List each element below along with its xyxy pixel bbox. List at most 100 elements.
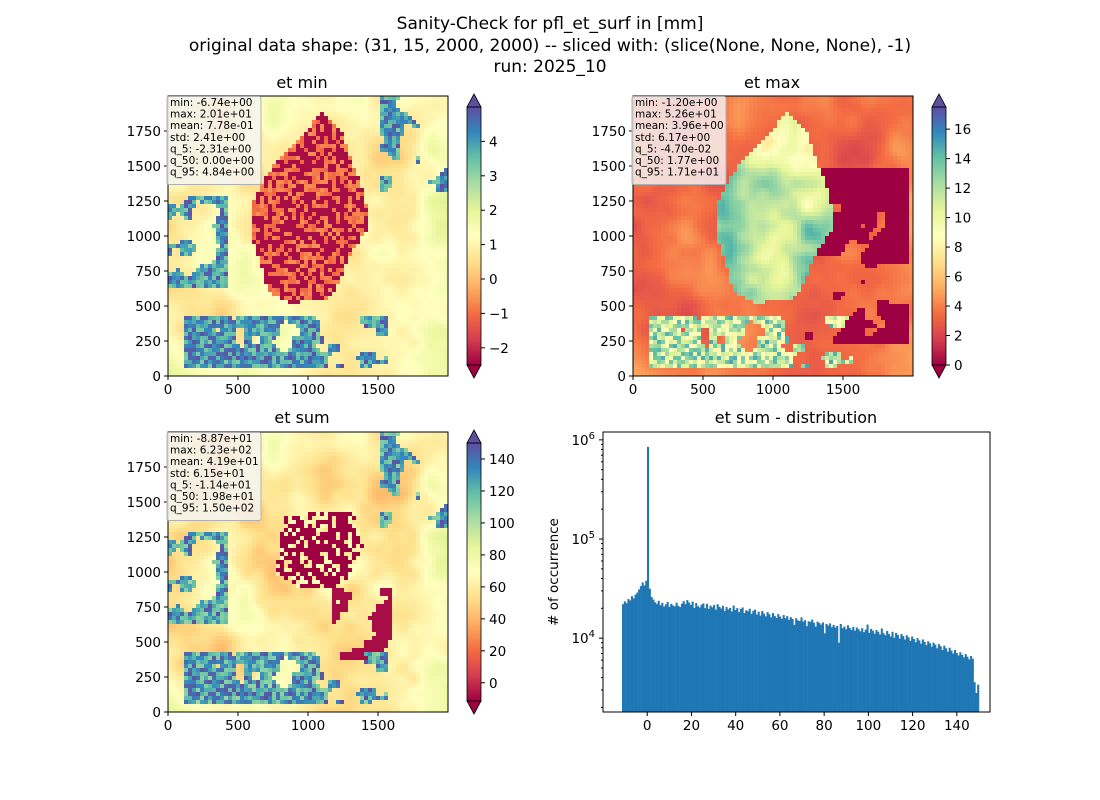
- heatmap-cell: [344, 224, 349, 229]
- heatmap-cell: [348, 336, 353, 341]
- heatmap-cell: [340, 328, 345, 333]
- heatmap-cell: [392, 132, 397, 137]
- heatmap-cell: [304, 228, 309, 233]
- heatmap-cell: [308, 340, 313, 345]
- heatmap-cell: [252, 244, 257, 249]
- heatmap-cell: [420, 184, 425, 189]
- heatmap-cell: [432, 204, 437, 209]
- heatmap-cell: [356, 192, 361, 197]
- heatmap-cell: [224, 324, 229, 329]
- heatmap-cell: [232, 212, 237, 217]
- heatmap-cell: [200, 240, 205, 245]
- heatmap-cell: [392, 200, 397, 205]
- heatmap-cell: [368, 292, 373, 297]
- heatmap-cell: [432, 212, 437, 217]
- heatmap-cell: [188, 236, 193, 241]
- heatmap-cell: [436, 192, 441, 197]
- heatmap-cell: [228, 244, 233, 249]
- heatmap-cell: [312, 144, 317, 149]
- heatmap-cell: [388, 344, 393, 349]
- heatmap-cell: [368, 284, 373, 289]
- heatmap-cell: [436, 304, 441, 309]
- heatmap-cell: [328, 224, 333, 229]
- heatmap-cell: [204, 328, 209, 333]
- heatmap-cell: [208, 188, 213, 193]
- heatmap-cell: [172, 316, 177, 321]
- heatmap-cell: [376, 344, 381, 349]
- heatmap-cell: [304, 180, 309, 185]
- heatmap-cell: [324, 336, 329, 341]
- heatmap-cell: [272, 140, 277, 145]
- heatmap-cell: [276, 320, 281, 325]
- heatmap-cell: [336, 216, 341, 221]
- heatmap-cell: [300, 332, 305, 337]
- heatmap-cell: [432, 224, 437, 229]
- heatmap-cell: [372, 344, 377, 349]
- heatmap-cell: [380, 264, 385, 269]
- heatmap-cell: [324, 152, 329, 157]
- heatmap-cell: [356, 284, 361, 289]
- heatmap-cell: [360, 284, 365, 289]
- heatmap-cell: [372, 120, 377, 125]
- heatmap-cell: [420, 348, 425, 353]
- heatmap-cell: [308, 124, 313, 129]
- heatmap-cell: [224, 204, 229, 209]
- heatmap-cell: [256, 184, 261, 189]
- heatmap-cell: [216, 284, 221, 289]
- heatmap-cell: [268, 332, 273, 337]
- heatmap-cell: [292, 148, 297, 153]
- heatmap-cell: [180, 364, 185, 369]
- heatmap-cell: [436, 120, 441, 125]
- heatmap-cell: [336, 328, 341, 333]
- heatmap-cell: [404, 100, 409, 105]
- heatmap-cell: [248, 340, 253, 345]
- heatmap-cell: [272, 364, 277, 369]
- heatmap-cell: [396, 236, 401, 241]
- heatmap-cell: [304, 292, 309, 297]
- heatmap-cell: [200, 316, 205, 321]
- heatmap-cell: [428, 324, 433, 329]
- heatmap-cell: [424, 220, 429, 225]
- heatmap-cell: [276, 280, 281, 285]
- heatmap-cell: [228, 252, 233, 257]
- heatmap-cell: [272, 352, 277, 357]
- heatmap-cell: [204, 308, 209, 313]
- heatmap-cell: [324, 284, 329, 289]
- heatmap-cell: [436, 168, 441, 173]
- y-tick-label: 1750: [127, 124, 161, 140]
- heatmap-cell: [360, 272, 365, 277]
- heatmap-cell: [356, 100, 361, 105]
- heatmap-cell: [408, 236, 413, 241]
- heatmap-cell: [276, 256, 281, 261]
- heatmap-cell: [188, 344, 193, 349]
- heatmap-cell: [324, 132, 329, 137]
- heatmap-cell: [376, 296, 381, 301]
- heatmap-cell: [360, 184, 365, 189]
- heatmap-cell: [288, 324, 293, 329]
- heatmap-cell: [352, 160, 357, 165]
- heatmap-cell: [404, 312, 409, 317]
- heatmap-cell: [236, 336, 241, 341]
- heatmap-cell: [168, 264, 173, 269]
- heatmap-cell: [236, 312, 241, 317]
- heatmap-cell: [264, 328, 269, 333]
- heatmap-cell: [432, 196, 437, 201]
- heatmap-cell: [280, 204, 285, 209]
- heatmap-cell: [248, 276, 253, 281]
- heatmap-cell: [212, 200, 217, 205]
- heatmap-cell: [308, 188, 313, 193]
- heatmap-cell: [404, 220, 409, 225]
- heatmap-cell: [188, 328, 193, 333]
- heatmap-cell: [296, 172, 301, 177]
- heatmap-cell: [420, 264, 425, 269]
- heatmap-cell: [180, 296, 185, 301]
- heatmap-cell: [232, 204, 237, 209]
- heatmap-cell: [432, 208, 437, 213]
- stats-line: std: 2.41e+00: [170, 132, 245, 144]
- heatmap-cell: [340, 200, 345, 205]
- heatmap-cell: [224, 264, 229, 269]
- heatmap-cell: [220, 236, 225, 241]
- heatmap-cell: [356, 256, 361, 261]
- heatmap-cell: [172, 300, 177, 305]
- heatmap-cell: [288, 216, 293, 221]
